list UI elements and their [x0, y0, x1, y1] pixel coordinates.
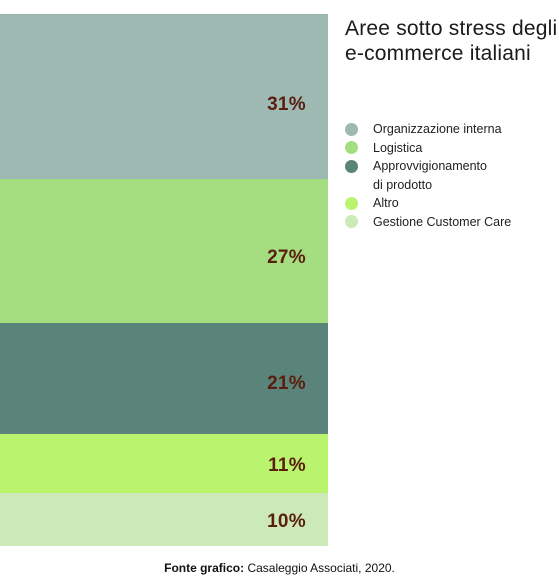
source-prefix: Fonte grafico:	[164, 561, 245, 575]
data-label: 10%	[267, 511, 306, 533]
stacked-bar: 31% 27% 21% 11% 10%	[0, 14, 328, 546]
bar-segment	[0, 322, 328, 435]
legend-item: Approvvigionamento di prodotto	[345, 157, 555, 194]
legend-item: Organizzazione interna	[345, 120, 555, 139]
legend-item: Altro	[345, 194, 555, 213]
legend-label: Gestione Customer Care	[373, 214, 512, 229]
source-note: Fonte grafico: Casaleggio Associati, 202…	[0, 561, 559, 575]
source-text: Casaleggio Associati, 2020.	[247, 561, 395, 575]
legend-label: Approvvigionamento di prodotto	[373, 159, 487, 192]
bar-segment	[0, 14, 328, 179]
data-label: 11%	[268, 455, 306, 477]
legend: Organizzazione interna Logistica Approvvig…	[345, 120, 555, 231]
bar-segment	[0, 492, 328, 546]
legend-item: Gestione Customer Care	[345, 213, 555, 232]
legend-label: Organizzazione interna	[373, 122, 502, 136]
legend-swatch	[345, 196, 358, 210]
bar-segment	[0, 178, 328, 323]
data-label: 31%	[267, 93, 306, 115]
chart-title: Aree sotto stress degli e-commerce itali…	[345, 17, 558, 65]
data-label: 21%	[267, 373, 306, 394]
data-label: 27%	[267, 246, 306, 268]
bar-segment	[0, 434, 328, 493]
legend-swatch	[345, 122, 358, 136]
legend-swatch	[345, 141, 358, 154]
legend-label: Logistica	[373, 140, 423, 155]
legend-item: Logistica	[345, 139, 555, 158]
legend-swatch	[345, 215, 358, 228]
legend-swatch	[345, 159, 358, 173]
legend-label: Altro	[373, 196, 399, 210]
